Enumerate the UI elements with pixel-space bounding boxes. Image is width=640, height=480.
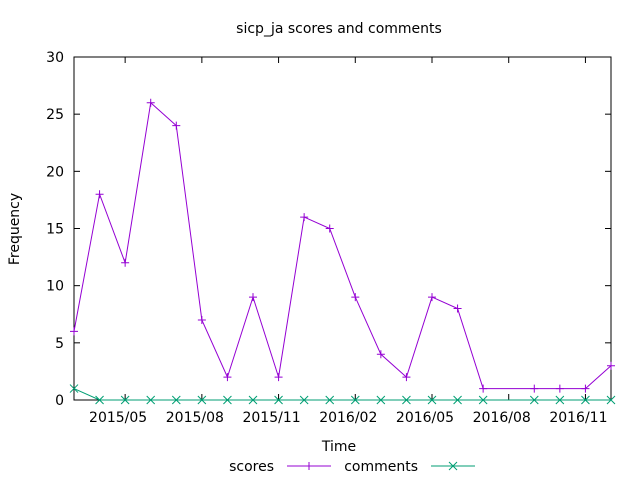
scores-point: [325, 224, 334, 233]
y-tick-label: 0: [55, 393, 64, 409]
comments-point: [197, 395, 207, 405]
y-tick-label: 20: [46, 164, 64, 180]
comments-point: [248, 395, 258, 405]
scores-point: [351, 293, 360, 302]
comments-point: [171, 395, 181, 405]
comments-point: [427, 395, 437, 405]
x-tick-label: 2016/08: [473, 410, 531, 426]
x-axis-label: Time: [321, 439, 356, 455]
comments-point: [581, 395, 590, 405]
y-tick-label: 5: [55, 336, 64, 352]
y-tick-label: 10: [46, 279, 64, 295]
comments-point: [69, 384, 79, 393]
comments-point: [95, 395, 104, 405]
legend-marker-scores: [305, 462, 313, 470]
series-scores: [70, 98, 615, 393]
scores-point: [581, 384, 590, 393]
scores-point: [555, 384, 564, 393]
scores-point: [70, 327, 78, 336]
scores-point: [402, 373, 411, 382]
plot-frame: [73, 56, 612, 401]
scores-point: [376, 350, 385, 359]
y-tick-label: 30: [46, 50, 64, 66]
scores-point: [223, 373, 232, 382]
scores-point: [274, 373, 283, 382]
comments-point: [146, 395, 156, 405]
comments-point: [453, 395, 462, 405]
x-tick-label: 2016/05: [396, 410, 454, 426]
scores-point: [453, 304, 462, 313]
scores-point: [146, 98, 155, 107]
chart-title: sicp_ja scores and comments: [236, 21, 442, 37]
comments-point: [299, 395, 309, 405]
scores-point: [95, 190, 104, 199]
scores-point: [530, 384, 539, 393]
y-tick-label: 25: [46, 107, 64, 123]
x-tick-label: 2016/02: [319, 410, 377, 426]
x-tick-label: 2015/08: [166, 410, 224, 426]
comments-point: [274, 395, 283, 405]
x-tick-label: 2016/11: [549, 410, 607, 426]
comments-point: [606, 395, 616, 405]
legend-label-scores: scores: [229, 459, 274, 475]
comments-line: [73, 388, 611, 401]
scores-point: [607, 361, 615, 370]
x-tick-label: 2015/05: [89, 410, 147, 426]
comments-point: [350, 395, 360, 405]
scores-point: [300, 213, 309, 222]
comments-point: [529, 395, 539, 405]
comments-point: [376, 395, 386, 405]
scores-point: [479, 384, 488, 393]
legend: scores comments: [229, 459, 475, 475]
comments-point: [325, 395, 335, 405]
legend-marker-comments: [448, 461, 458, 471]
comments-point: [120, 395, 130, 405]
comments-point: [223, 395, 232, 405]
series-comments: [69, 384, 616, 405]
comments-point: [402, 395, 411, 405]
scores-point: [197, 315, 206, 324]
y-axis-label: Frequency: [7, 193, 23, 265]
comments-point: [478, 395, 488, 405]
comments-point: [555, 395, 565, 405]
scores-line: [73, 101, 612, 390]
scores-point: [121, 258, 130, 267]
scores-point: [172, 121, 181, 130]
scores-point: [428, 293, 436, 302]
y-tick-label: 15: [46, 222, 64, 238]
x-tick-label: 2015/11: [242, 410, 300, 426]
legend-label-comments: comments: [344, 459, 418, 475]
scores-point: [249, 293, 257, 302]
